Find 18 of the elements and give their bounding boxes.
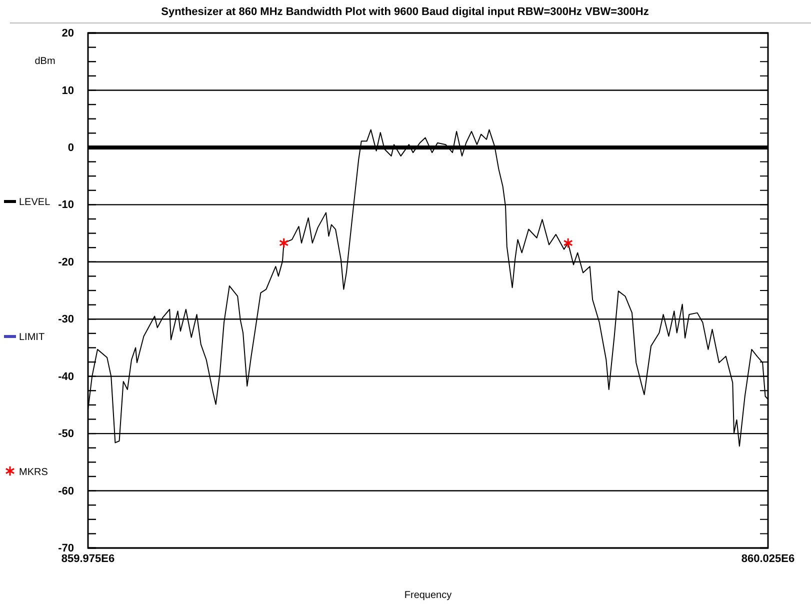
legend-label: LIMIT — [19, 332, 45, 343]
legend-label: LEVEL — [19, 197, 51, 208]
y-axis-title: dBm — [34, 56, 56, 67]
y-tick-label: -10 — [58, 199, 74, 212]
y-tick-label: -60 — [58, 485, 74, 498]
x-axis-title: Frequency — [404, 590, 452, 601]
y-tick-label: -30 — [58, 314, 74, 326]
y-tick-label: 0 — [68, 142, 74, 154]
x-tick-label: 859.975E6 — [61, 552, 115, 565]
y-tick-label: -40 — [58, 370, 74, 383]
x-tick-label: 860.025E6 — [741, 552, 795, 565]
y-tick-label: 10 — [62, 84, 74, 97]
y-tick-label: -50 — [58, 428, 74, 440]
y-tick-label: 20 — [62, 28, 74, 40]
y-tick-label: -20 — [58, 256, 74, 268]
legend-label: MKRS — [19, 467, 48, 478]
chart-title: Synthesizer at 860 MHz Bandwidth Plot with 9600 Baud digital input RBW=300Hz VBW=300Hz — [161, 6, 650, 18]
y-tick-label: -70 — [58, 542, 74, 555]
